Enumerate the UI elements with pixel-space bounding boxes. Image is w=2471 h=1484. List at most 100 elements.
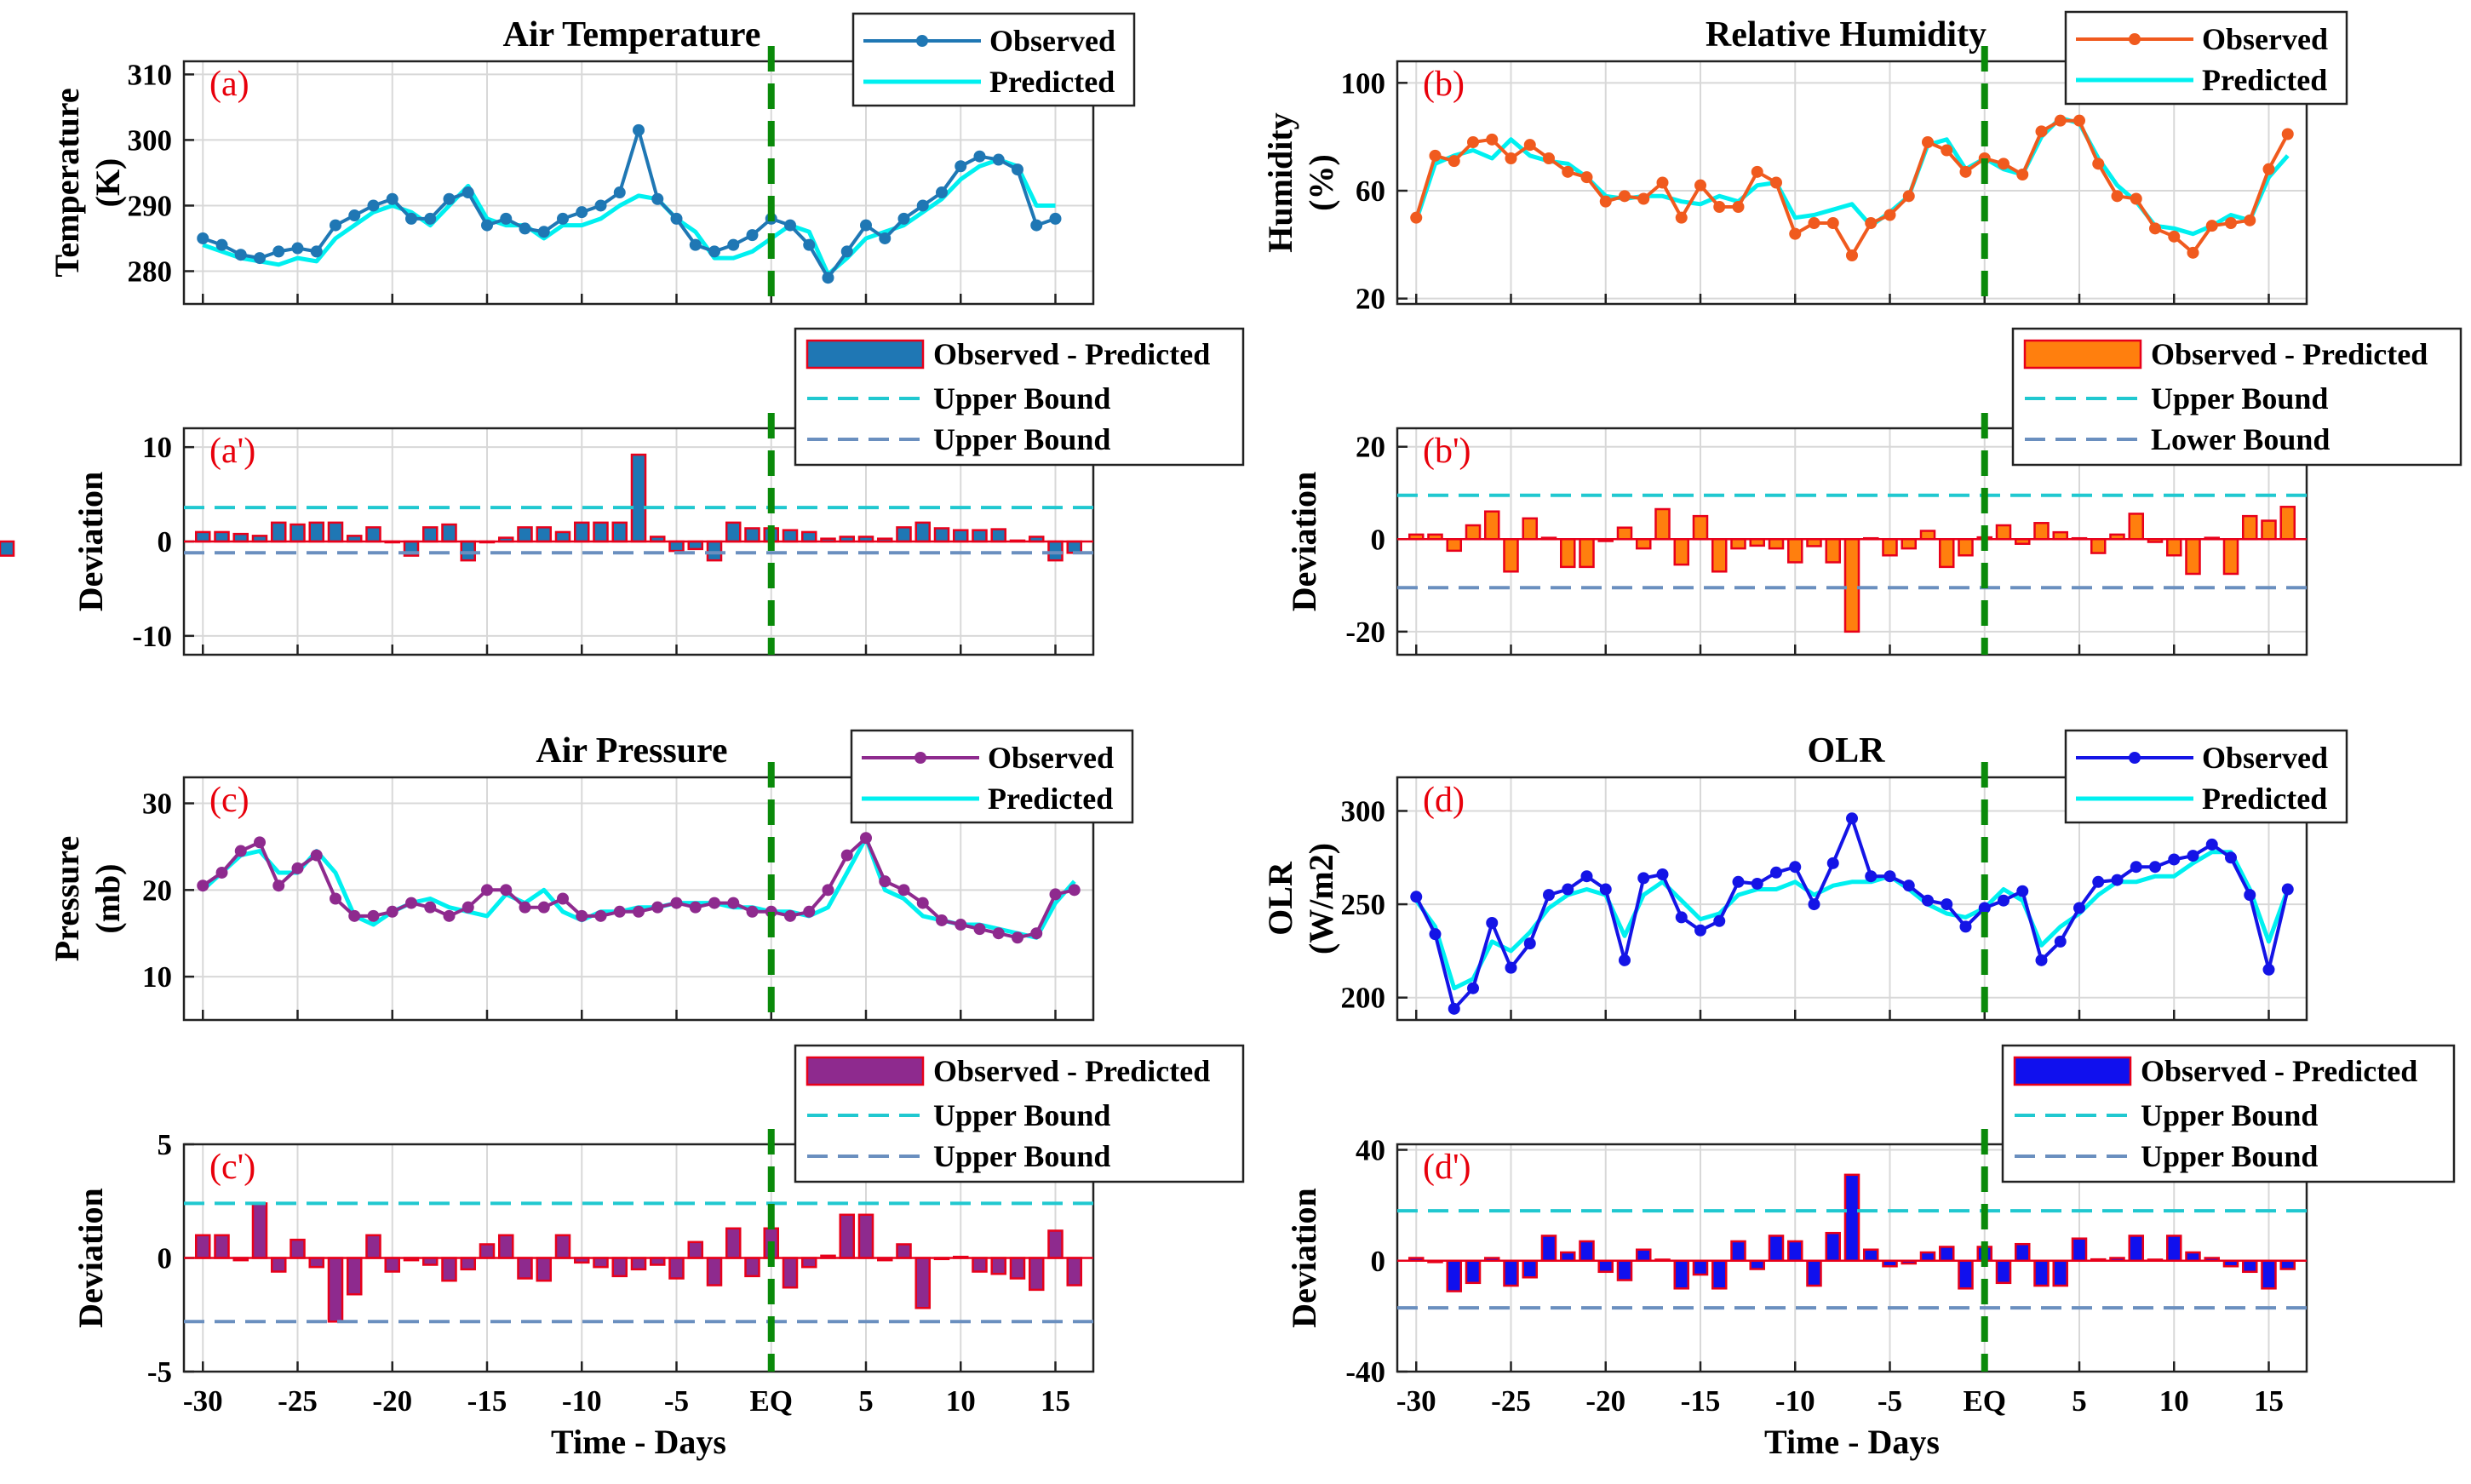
observed-point — [443, 192, 456, 205]
observed-point — [973, 150, 986, 163]
observed-point — [1998, 158, 2009, 170]
observed-point — [2262, 163, 2275, 175]
deviation-bar — [1597, 1259, 1614, 1274]
legend-lower-label: Upper Bound — [2141, 1139, 2318, 1173]
deviation-bar — [441, 523, 457, 543]
deviation-bar — [990, 1257, 1007, 1275]
y-axis-label: Deviation — [1285, 1188, 1323, 1327]
deviation-bar — [800, 1257, 817, 1269]
observed-point — [2016, 885, 2029, 897]
legend-bar-label: Observed - Predicted — [933, 1054, 1210, 1088]
y-axis-label: Temperature — [48, 88, 86, 277]
x-tick-label: -30 — [183, 1384, 223, 1418]
observed-point — [1429, 928, 1442, 941]
observed-point — [424, 212, 437, 225]
observed-point — [215, 866, 228, 879]
deviation-bar — [1009, 1257, 1026, 1280]
deviation-bar — [593, 521, 609, 543]
legend-bar-swatch — [806, 339, 925, 370]
deviation-bar — [990, 528, 1007, 543]
deviation-bar — [1540, 1235, 1557, 1263]
observed-point — [916, 897, 929, 909]
deviation-bar — [839, 1213, 856, 1259]
deviation-bar — [1465, 524, 1482, 541]
deviation-bar — [1825, 1231, 1842, 1263]
observed-point — [897, 212, 910, 225]
deviation-bar — [421, 526, 439, 543]
observed-point — [840, 849, 853, 862]
axes-frame — [182, 60, 1095, 306]
observed-point — [1467, 982, 1479, 994]
deviation-bar — [384, 1257, 401, 1273]
deviation-bar — [2165, 1235, 2182, 1263]
observed-point — [348, 909, 361, 922]
deviation-bar — [1446, 1259, 1463, 1292]
legend-upper-label: Upper Bound — [933, 1098, 1110, 1132]
observed-point — [2092, 158, 2105, 170]
x-tick-label: 15 — [1041, 1384, 1070, 1418]
observed-point — [405, 212, 417, 225]
deviation-bar — [706, 1257, 723, 1286]
observed-point — [330, 219, 341, 232]
observed-point — [613, 905, 626, 918]
panel-label: (d) — [1423, 781, 1465, 820]
deviation-bar — [2071, 1237, 2088, 1263]
observed-point — [1580, 870, 1593, 883]
observed-point — [1637, 192, 1650, 205]
deviation-bar — [2128, 1235, 2145, 1263]
observed-point — [1998, 894, 2009, 907]
y-tick-label: 280 — [128, 255, 173, 288]
deviation-bar — [1692, 514, 1709, 541]
deviation-bar — [1047, 1229, 1064, 1259]
deviation-bar — [1616, 526, 1633, 541]
deviation-bar — [1995, 1259, 2012, 1285]
observed-point — [2168, 230, 2181, 243]
deviation-bar — [668, 540, 685, 553]
observed-point — [254, 252, 266, 265]
observed-point — [1637, 872, 1650, 885]
legend-lower-label: Upper Bound — [933, 1139, 1110, 1173]
observed-point — [1883, 209, 1896, 221]
deviation-bar — [1579, 538, 1595, 569]
legend-predicted-label: Predicted — [2202, 63, 2327, 97]
y-axis-label-unit: (W/m2) — [1302, 843, 1340, 954]
deviation-bar — [2241, 514, 2258, 541]
axes-frame — [1396, 1143, 2308, 1373]
legend-bar-swatch — [806, 1056, 925, 1086]
observed-point — [348, 209, 361, 222]
observed-point — [897, 884, 910, 897]
deviation-bar — [933, 527, 950, 543]
observed-point — [310, 245, 323, 258]
observed-point — [1770, 176, 1782, 189]
legend: Observed - Predicted Upper Bound Upper Bou… — [794, 1044, 1245, 1183]
observed-point — [936, 186, 948, 199]
legend-box — [2064, 729, 2348, 824]
deviation-bar — [290, 1238, 306, 1259]
deviation-bar — [1483, 510, 1500, 541]
observed-point — [2225, 217, 2237, 229]
observed-point — [860, 832, 872, 845]
observed-point — [651, 901, 664, 914]
observed-point — [557, 892, 569, 905]
y-tick-label: 290 — [128, 189, 173, 222]
observed-point — [254, 836, 266, 849]
legend-bar-swatch — [2013, 1056, 2132, 1086]
y-tick-label: 20 — [142, 874, 172, 907]
legend-predicted-label: Predicted — [2202, 782, 2327, 816]
y-tick-label: -20 — [1345, 616, 1385, 649]
deviation-bar — [327, 1257, 344, 1323]
observed-point — [2281, 128, 2294, 140]
observed-point — [386, 192, 398, 205]
deviation-bar — [536, 1257, 553, 1282]
deviation-bar — [782, 529, 799, 543]
deviation-bar — [194, 1234, 211, 1259]
observed-point — [367, 199, 380, 212]
observed-point — [727, 238, 740, 251]
y-axis-label-unit: (mb) — [89, 863, 127, 933]
observed-point — [1922, 136, 1934, 148]
observed-point — [1543, 152, 1555, 164]
deviation-bar — [1958, 538, 1974, 557]
y-axis-label-unit: (K) — [89, 158, 127, 208]
observed-point — [1751, 165, 1763, 178]
observed-point — [1808, 217, 1820, 229]
